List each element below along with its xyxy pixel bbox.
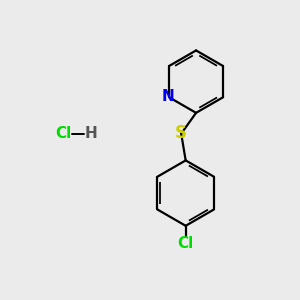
- Text: H: H: [84, 126, 97, 141]
- Text: N: N: [161, 89, 174, 104]
- Text: S: S: [175, 124, 187, 142]
- Text: Cl: Cl: [178, 236, 194, 251]
- Text: Cl: Cl: [56, 126, 72, 141]
